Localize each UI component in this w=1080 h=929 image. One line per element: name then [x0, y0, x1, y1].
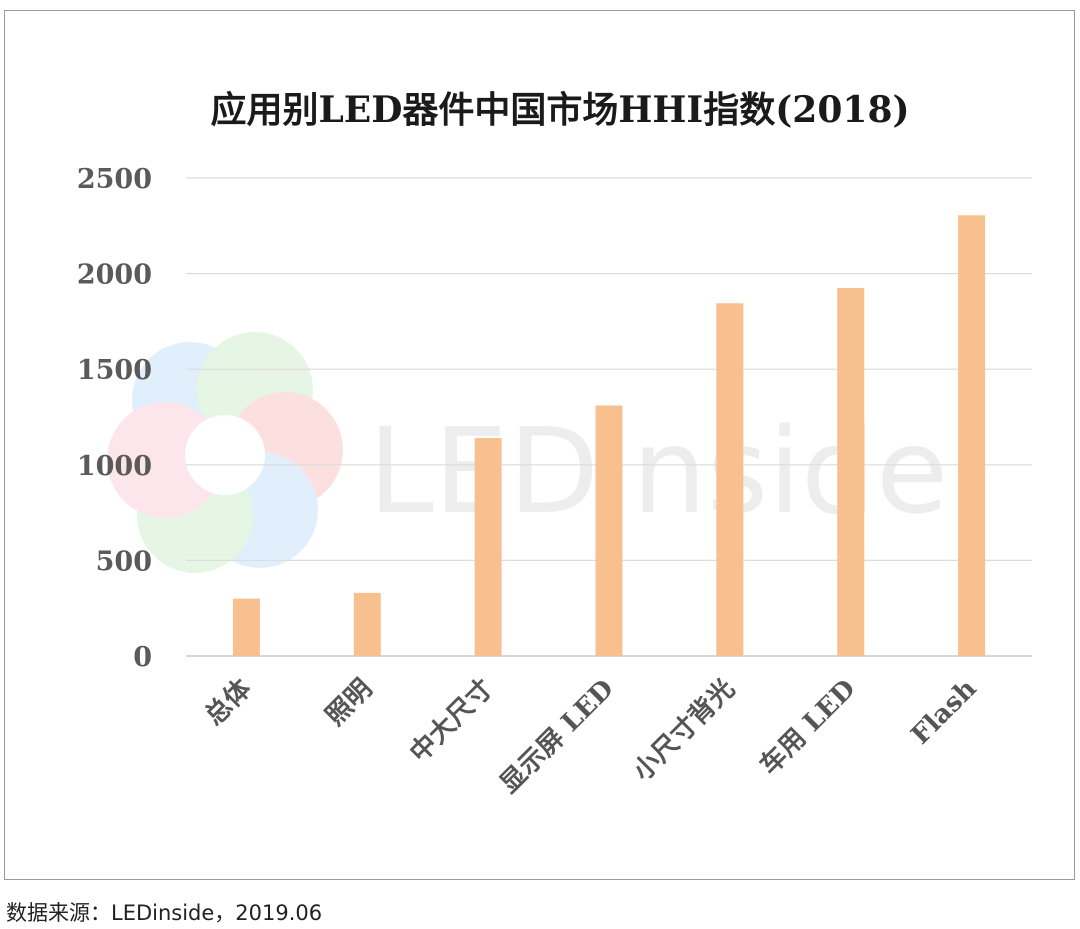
chart-title: 应用别LED器件中国市场HHI指数(2018) — [210, 89, 909, 131]
bar — [837, 287, 865, 656]
y-axis-ticks: 0 500 1000 1500 2000 2500 — [77, 164, 152, 673]
watermark-logo-icon — [107, 332, 343, 573]
ledinside-watermark: LEDinside — [107, 332, 949, 573]
x-tick-label: 中大尺寸 — [404, 674, 499, 769]
y-tick-label: 500 — [96, 546, 152, 577]
y-tick-label: 2500 — [77, 164, 152, 195]
y-tick-label: 1000 — [77, 451, 152, 482]
x-tick-label: 车用 LED — [754, 673, 862, 781]
source-note: 数据来源：LEDinside，2019.06 — [6, 901, 323, 925]
bars — [232, 215, 986, 656]
y-tick-label: 2000 — [77, 260, 152, 291]
x-tick-label: 照明 — [320, 674, 378, 732]
bar — [595, 405, 623, 656]
x-tick-label: 显示屏 LED — [494, 674, 620, 800]
bar — [716, 303, 744, 656]
x-tick-label: 小尺寸背光 — [628, 674, 741, 787]
x-tick-label: 总体 — [199, 673, 258, 732]
chart-frame — [4, 10, 1075, 880]
bar — [232, 598, 260, 656]
x-tick-label: Flash — [906, 674, 983, 751]
bar — [958, 215, 986, 656]
bar — [474, 438, 502, 656]
bar — [353, 592, 381, 656]
y-tick-label: 1500 — [77, 355, 152, 386]
y-tick-label: 0 — [133, 642, 152, 673]
